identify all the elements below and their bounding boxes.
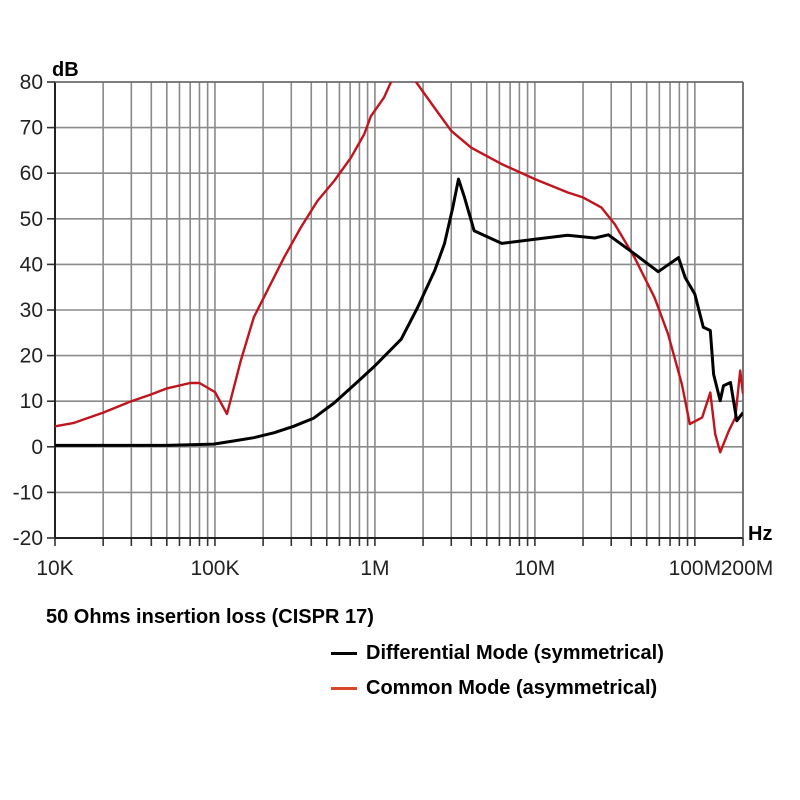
- x-tick-label: 100K: [190, 557, 239, 580]
- x-axis-label: Hz: [748, 523, 772, 545]
- y-tick-label: 80: [20, 71, 43, 94]
- y-tick-label: 50: [20, 208, 43, 231]
- x-tick-label: 10M: [514, 557, 555, 580]
- y-tick-label: 30: [20, 299, 43, 322]
- x-tick-label: 100M: [669, 557, 722, 580]
- y-tick-label: 0: [31, 436, 43, 459]
- y-tick-label: 20: [20, 345, 43, 368]
- y-tick-label: 40: [20, 253, 43, 276]
- legend-swatch-differential: [331, 652, 357, 655]
- y-tick-label: 10: [20, 390, 43, 413]
- legend-label-differential: Differential Mode (symmetrical): [366, 642, 664, 664]
- legend-item-common: Common Mode (asymmetrical): [331, 677, 657, 700]
- x-tick-label: 200M: [721, 557, 774, 580]
- chart-title: 50 Ohms insertion loss (CISPR 17): [46, 606, 374, 628]
- legend-swatch-common: [331, 687, 357, 690]
- y-tick-label: -20: [13, 527, 43, 550]
- y-tick-label: -10: [13, 481, 43, 504]
- y-tick-label: 70: [20, 117, 43, 140]
- x-tick-label: 10K: [36, 557, 73, 580]
- series-common-mode: [55, 82, 743, 454]
- tick-labels: 80 70 60 50 40 30 20 10 0 -10 -20 10K 100K 1M 10M 100M 2…: [13, 71, 774, 580]
- y-axis-label: dB: [52, 59, 79, 81]
- grid: [47, 81, 744, 546]
- x-tick-label: 1M: [360, 557, 389, 580]
- legend-label-common: Common Mode (asymmetrical): [366, 677, 658, 699]
- series-lines: [55, 82, 743, 454]
- legend-item-differential: Differential Mode (symmetrical): [331, 642, 664, 665]
- y-tick-label: 60: [20, 162, 43, 185]
- series-differential-mode: [55, 177, 743, 447]
